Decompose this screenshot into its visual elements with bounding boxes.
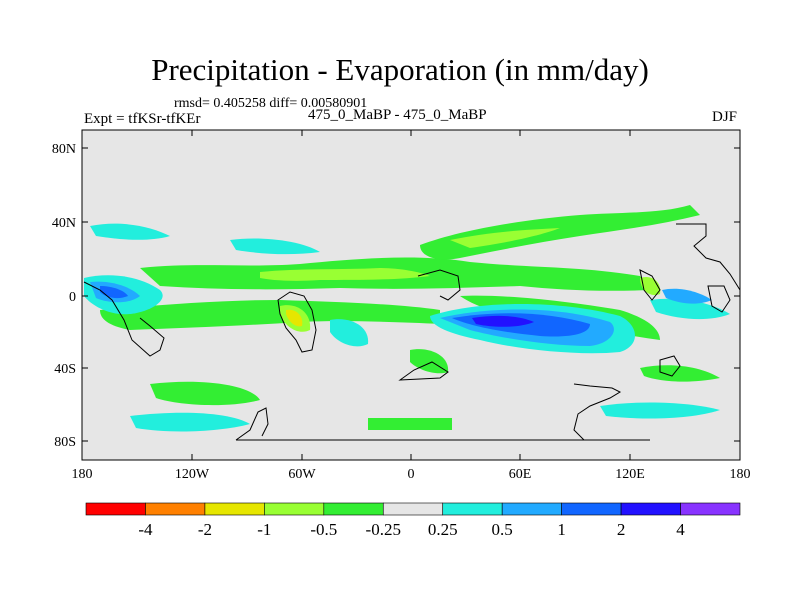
colorbar-swatch xyxy=(382,502,444,516)
map-title: Precipitation - Evaporation (in mm/day) xyxy=(151,52,649,87)
lat-tick-label: 80N xyxy=(52,142,76,157)
contour-fills xyxy=(84,205,730,432)
colorbar-label: 2 xyxy=(617,520,626,539)
colorbar-label: -0.25 xyxy=(366,520,401,539)
lat-tick-label: 0 xyxy=(69,290,76,305)
fill-green-patch-south xyxy=(150,381,260,406)
coastlines xyxy=(83,223,741,441)
colorbar: -4 -2 -1 -0.5 -0.25 0.25 0.5 1 2 4 xyxy=(85,502,741,539)
colorbar-label: -4 xyxy=(138,520,153,539)
fill-lightgreen-itcz xyxy=(260,268,430,281)
colorbar-swatch xyxy=(501,502,562,516)
lon-tick-label: 120E xyxy=(615,467,645,482)
coastline-central-america xyxy=(83,281,165,357)
colorbar-label: -2 xyxy=(198,520,212,539)
statistics-label: rmsd= 0.405258 diff= 0.00580901 xyxy=(174,96,368,111)
experiment-label: Expt = tfKSr-tfKEr xyxy=(84,111,201,127)
comparison-label: 475_0_MaBP - 475_0_MaBP xyxy=(308,107,487,123)
colorbar-label: -1 xyxy=(257,520,271,539)
lon-tick-label: 60E xyxy=(509,467,532,482)
fill-lightgreen-north xyxy=(450,228,560,248)
colorbar-swatch xyxy=(323,502,384,516)
lon-tick-label: 180 xyxy=(72,467,93,482)
colorbar-label: -0.5 xyxy=(310,520,337,539)
fill-cyan-south-atlantic xyxy=(330,319,369,347)
fill-darkblue-indian xyxy=(472,315,534,327)
coastline-asia-south xyxy=(659,355,681,377)
colorbar-swatch xyxy=(442,502,503,516)
colorbar-label: 0.5 xyxy=(492,520,513,539)
colorbar-swatch xyxy=(145,502,206,516)
colorbar-swatch xyxy=(204,502,265,516)
fill-green-patch-antarctic xyxy=(368,418,452,430)
axis-ticks xyxy=(82,130,740,460)
coastline-africa-south xyxy=(398,361,449,381)
fill-cyan-southern-east xyxy=(600,402,720,419)
lat-tick-label: 40N xyxy=(52,216,76,231)
coastline-africa xyxy=(417,269,461,301)
colorbar-swatch xyxy=(620,502,681,516)
lon-tick-label: 60W xyxy=(288,467,316,482)
lat-tick-label: 80S xyxy=(54,435,76,450)
colorbar-label: 1 xyxy=(557,520,566,539)
colorbar-label: 4 xyxy=(676,520,685,539)
colorbar-swatch xyxy=(264,502,325,516)
coastline-australia xyxy=(573,383,622,441)
fill-green-south xyxy=(100,300,440,330)
fill-cyan-north-pacific xyxy=(90,223,170,240)
colorbar-swatch xyxy=(561,502,622,516)
fill-lightblue-west-pacific xyxy=(662,288,712,304)
coastline-asia-east xyxy=(676,223,741,291)
coastline-antarctic-peninsula xyxy=(235,407,269,441)
fill-cyan-west-pacific xyxy=(650,298,730,320)
lon-tick-label: 0 xyxy=(408,467,415,482)
coastline-pacific-island xyxy=(707,285,731,313)
fill-cyan-southern xyxy=(130,412,250,432)
lon-tick-label: 120W xyxy=(175,467,210,482)
lon-tick-label: 180 xyxy=(730,467,751,482)
coastline-indonesia xyxy=(639,269,661,301)
fill-green-north xyxy=(420,205,700,260)
season-label: DJF xyxy=(712,109,738,125)
fill-blue-pacific xyxy=(100,286,128,299)
coastline-south-america xyxy=(277,291,317,353)
fill-cyan-north-atlantic xyxy=(230,238,320,255)
colorbar-swatch xyxy=(85,502,146,516)
fill-yellow-patch-south xyxy=(286,309,303,327)
colorbar-swatch xyxy=(680,502,741,516)
colorbar-label: 0.25 xyxy=(428,520,458,539)
lat-tick-label: 40S xyxy=(54,362,76,377)
